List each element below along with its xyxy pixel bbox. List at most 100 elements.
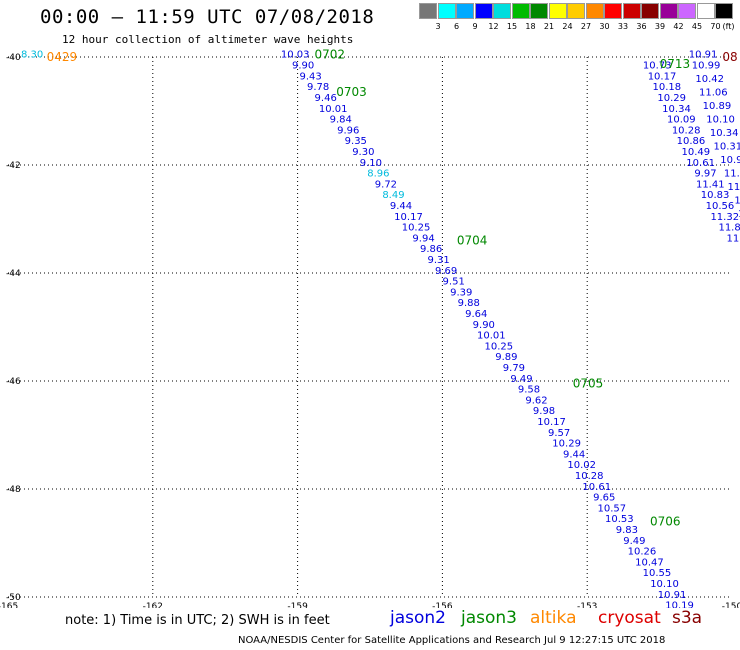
legend-label: 70 [710, 22, 721, 31]
legend-swatch [641, 3, 659, 19]
mission-cryosat: cryosat [598, 608, 661, 628]
swh-value-label: 10.25 [402, 223, 431, 234]
legend-label: 36 [636, 22, 647, 31]
mission-jason3: jason3 [461, 608, 517, 628]
swh-value-label: 9.98 [533, 406, 555, 417]
swh-value-label: 9.86 [420, 244, 442, 255]
swh-value-label: 10.26 [628, 547, 657, 558]
swh-value-label: 9.43 [299, 71, 321, 82]
time-label: 0702 [314, 47, 345, 61]
mission-s3a: s3a [672, 608, 703, 628]
swh-value-label: 10.09 [667, 115, 696, 126]
color-legend: 3 6 9 12 15 18 21 24 27 30 33 36 39 42 45 70 (ft) [419, 3, 740, 34]
legend-label: 15 [506, 22, 518, 31]
legend-swatch [678, 3, 696, 19]
legend-swatch [659, 3, 678, 19]
swh-value-label: 11.41 [696, 179, 725, 190]
swh-value-label: 8.49 [382, 190, 404, 201]
swh-value-label: 10.73 [643, 61, 672, 72]
swh-value-label: 11. [738, 209, 740, 220]
chart-title: 00:00 – 11:59 UTC 07/08/2018 [40, 6, 375, 28]
swh-value-label: 10.17 [537, 417, 566, 428]
swh-value-label: 10.49 [681, 147, 710, 158]
swh-value-label: 9.84 [330, 115, 352, 126]
swh-value-label: 9.39 [450, 287, 472, 298]
swh-value-label: 9.90 [292, 61, 314, 72]
time-label: 0706 [650, 514, 681, 528]
legend-label: 18 [525, 22, 536, 31]
swh-value-label: 10.86 [677, 136, 706, 147]
swh-value-label: 9.51 [443, 277, 465, 288]
swh-value-label: 9.69 [435, 266, 457, 277]
legend-label: 12 [488, 22, 499, 31]
swh-value-label: 8.30 [21, 49, 43, 60]
swh-value-label: 9.49 [623, 536, 645, 547]
swh-value-label: 10.34 [662, 104, 691, 115]
swh-value-label: 9.97 [694, 169, 716, 180]
swh-value-label: 9.78 [307, 82, 329, 93]
swh-value-label: 9.46 [315, 93, 337, 104]
swh-value-label: 9.62 [525, 395, 547, 406]
swh-value-label: 10.10 [706, 115, 735, 126]
time-label: 0705 [573, 377, 604, 391]
legend-unit: (ft) [722, 22, 735, 31]
time-label: 0704 [457, 234, 488, 248]
time-label: 0703 [336, 85, 367, 99]
swh-value-label: 11.8 [718, 223, 740, 234]
swh-value-label: 10.53 [605, 514, 634, 525]
legend-swatch [474, 3, 493, 19]
y-tick-label: -42 [6, 161, 21, 171]
swh-value-label: 9.49 [510, 374, 532, 385]
swh-value-label: 9.35 [345, 136, 367, 147]
y-tick-label: -46 [6, 377, 21, 387]
swh-value-label: 10.99 [692, 61, 721, 72]
x-tick-label: -156 [432, 602, 453, 608]
swh-value-label: 9.44 [563, 449, 585, 460]
swh-value-label: 10.01 [477, 331, 506, 342]
swh-value-label: 10.42 [695, 74, 724, 85]
swh-value-label: 11.32 [710, 212, 739, 223]
legend-label: 27 [580, 22, 592, 31]
swh-value-label: 11.0 [728, 182, 740, 193]
swh-value-label: 10.61 [686, 158, 715, 169]
legend-label: 39 [654, 22, 666, 31]
legend-label: 33 [617, 22, 629, 31]
swh-value-label: 10.91 [689, 49, 718, 60]
swh-value-label: 10.89 [703, 101, 732, 112]
legend-swatch [567, 3, 585, 19]
legend-swatch [548, 3, 567, 19]
legend-label: 9 [472, 22, 478, 31]
swh-value-label: 10.61 [582, 482, 611, 493]
mission-altika: altika [530, 608, 577, 628]
swh-value-label: 11.06 [699, 88, 728, 99]
y-tick-label: -44 [6, 269, 21, 279]
swh-value-label: 10.83 [701, 190, 730, 201]
swh-value-label: 10.91 [658, 590, 687, 601]
swh-value-label: 10.02 [567, 460, 596, 471]
legend-label: 24 [562, 22, 573, 31]
swh-value-label: 10.29 [552, 439, 581, 450]
legend-swatch [493, 3, 511, 19]
swh-value-label: 10.47 [635, 557, 664, 568]
swh-value-label: 9.89 [495, 352, 517, 363]
x-tick-label: -153 [577, 602, 597, 608]
legend-swatch [696, 3, 715, 19]
time-label: 0429 [47, 50, 78, 64]
swh-value-label: 10.03 [281, 49, 310, 60]
swh-value-label: 10.17 [394, 212, 423, 223]
legend-swatch [419, 3, 437, 19]
legend-label: 42 [673, 22, 684, 31]
swh-value-label: 9.94 [412, 233, 434, 244]
swh-value-label: 9.57 [548, 428, 570, 439]
legend-swatch [585, 3, 604, 19]
swh-value-label: 9.64 [465, 309, 487, 320]
swh-value-label: 10.28 [575, 471, 604, 482]
legend-swatch [715, 3, 733, 19]
legend-label: 30 [599, 22, 610, 31]
swh-value-label: 9.90 [473, 320, 495, 331]
y-tick-label: -50 [6, 593, 21, 603]
swh-value-label: 10.19 [665, 601, 694, 608]
swh-value-label: 9.72 [375, 179, 397, 190]
swh-value-label: 10.29 [657, 93, 686, 104]
swh-value-label: 10.10 [650, 579, 679, 590]
